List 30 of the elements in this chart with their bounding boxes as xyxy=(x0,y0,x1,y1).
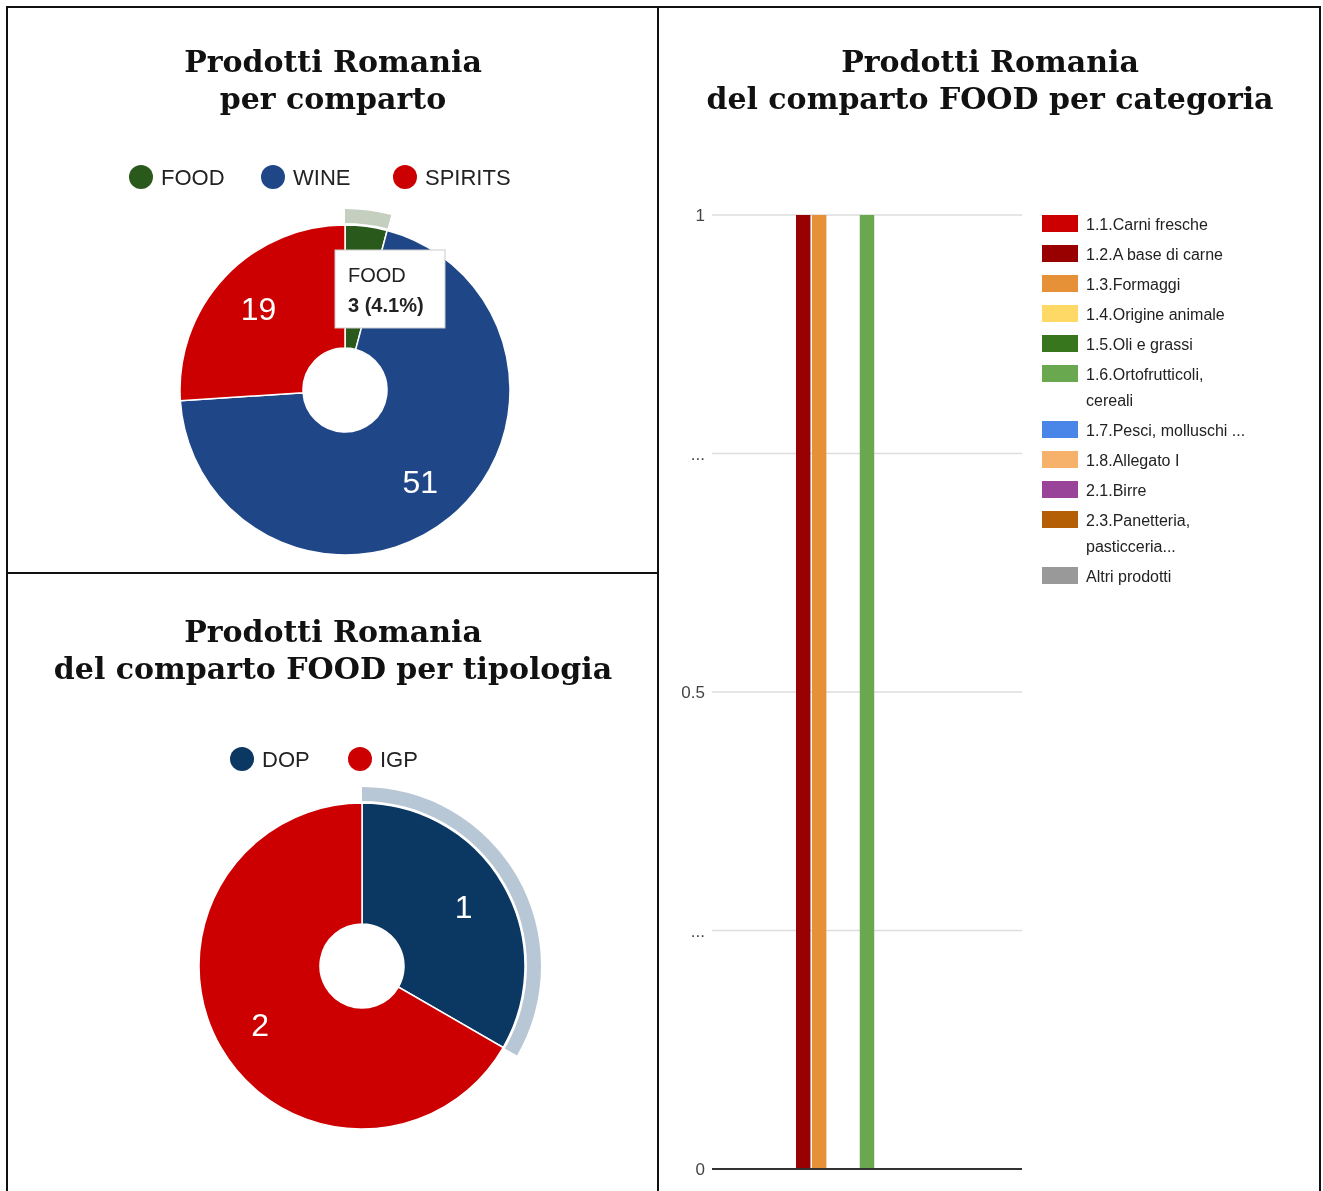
legend-label: 2.3.Panetteria, pasticceria... xyxy=(1086,512,1191,555)
y-tick-label: 0 xyxy=(695,1160,705,1179)
legend-label: 1.8.Allegato I xyxy=(1086,452,1180,469)
legend-label: WINE xyxy=(293,165,351,190)
legend-label: 1.7.Pesci, molluschi ... xyxy=(1086,422,1246,439)
legend-label: 1.1.Carni fresche xyxy=(1086,216,1208,233)
chart-title: Prodotti Romania del comparto FOOD per tipologia xyxy=(53,614,613,686)
y-tick-label: 1 xyxy=(695,206,705,225)
legend-label: 1.6.Ortofrutticoli, cereali xyxy=(1086,366,1204,409)
legend-label: IGP xyxy=(380,747,418,772)
y-tick-label: ... xyxy=(690,444,705,464)
chart-title: Prodotti Romania per comparto xyxy=(184,44,482,116)
y-tick-label: 0.5 xyxy=(681,683,705,702)
data-label: 19 xyxy=(240,290,277,327)
y-tick-label: ... xyxy=(690,921,705,941)
legend-label: 1.5.Oli e grassi xyxy=(1086,336,1193,353)
data-label: 2 xyxy=(251,1006,270,1043)
legend-label: SPIRITS xyxy=(425,165,511,190)
legend-label: 1.2.A base di carne xyxy=(1086,246,1224,263)
text: 3 (4.1%) xyxy=(348,294,424,316)
data-label: 51 xyxy=(402,463,439,500)
legend-label: DOP xyxy=(262,747,310,772)
legend-label: 1.4.Origine animale xyxy=(1086,306,1225,323)
legend-label: 2.1.Birre xyxy=(1086,482,1147,499)
chart-title: Prodotti Romania del comparto FOOD per categoria xyxy=(706,44,1274,116)
legend-label: 1.3.Formaggi xyxy=(1086,276,1181,293)
legend-label: FOOD xyxy=(161,165,225,190)
data-label: 1 xyxy=(454,889,473,926)
text: FOOD xyxy=(348,264,406,286)
legend-label: Altri prodotti xyxy=(1086,568,1172,585)
